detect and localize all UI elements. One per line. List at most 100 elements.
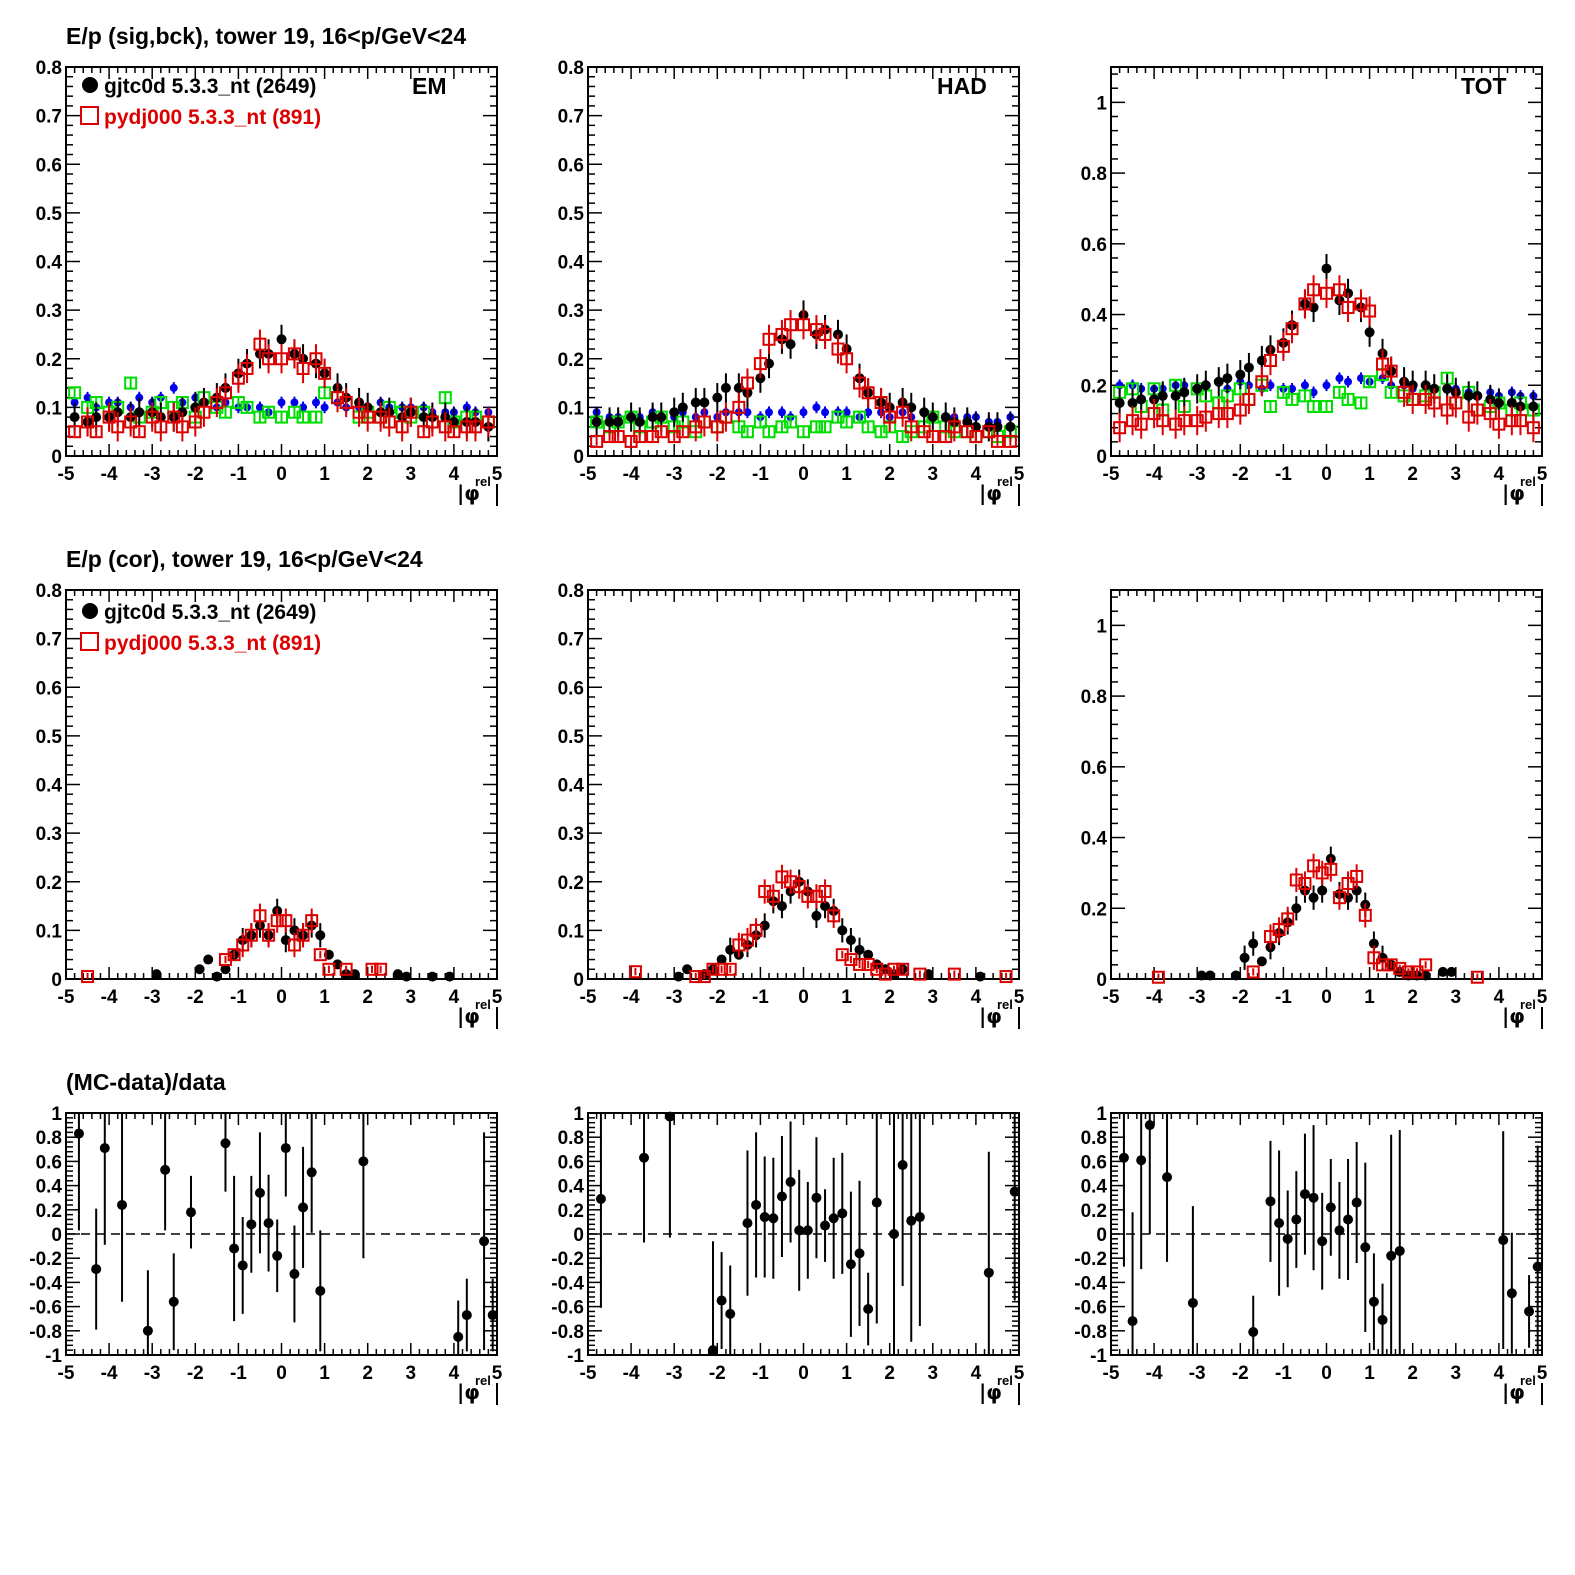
series-ratio (1118, 1113, 1543, 1355)
data-point-square (990, 434, 1004, 448)
data-point-square (210, 396, 224, 410)
series-mc (590, 310, 1017, 448)
data-point-square (253, 337, 267, 351)
data-point-square (1320, 286, 1333, 300)
x-axis-label: |φ (979, 481, 1002, 505)
data-point-square (784, 318, 798, 332)
data-point-square (1289, 873, 1303, 887)
legend-marker-mc (80, 632, 99, 651)
panel-row2-EM: -5 -4 -3 -2 -1 0 1 2 3 4 5 0 0.1 0.2 0.3 0.4 0.5 0.6 0.7 0.… (36, 581, 503, 1029)
data-point-square (887, 962, 901, 976)
plot-frame (587, 589, 1020, 980)
y-tick-label: 1 (1096, 93, 1107, 114)
x-tick-label: 1 (1364, 1363, 1375, 1384)
data-point-square (1169, 417, 1183, 431)
y-tick-label: 0.6 (36, 1152, 62, 1173)
data-point-square (603, 430, 617, 444)
y-tick-label: 0.4 (36, 776, 63, 797)
data-point (677, 402, 688, 413)
data-point-square (425, 415, 439, 429)
data-point (160, 1164, 171, 1175)
data-point-square (218, 386, 232, 400)
data-point (91, 1264, 102, 1275)
y-tick-label: 0.4 (558, 1177, 585, 1198)
x-tick-label: -1 (230, 464, 247, 485)
data-point-square (831, 342, 845, 356)
data-point-square (732, 400, 746, 414)
data-point-square (361, 410, 375, 424)
data-point (272, 1250, 283, 1261)
data-point (1213, 376, 1224, 387)
data-point (785, 1176, 796, 1187)
panels: -5 -4 -3 -2 -1 0 1 2 3 4 5 0 0.1 0.2 0.3 0.4 0.5 0.6 0.7 0.… (29, 58, 1548, 1405)
data-point-square (1199, 410, 1213, 424)
data-point-square (1126, 414, 1140, 428)
data-point (669, 407, 680, 418)
x-tick-label: 0 (798, 1363, 809, 1384)
data-point-square (102, 410, 116, 424)
data-point-square (797, 425, 810, 439)
data-point (427, 971, 438, 982)
y-tick-label: 0.4 (558, 253, 585, 274)
data-point (83, 393, 92, 402)
data-point-square (689, 970, 703, 984)
x-tick-label: 2 (1407, 1363, 1418, 1384)
data-point-square (740, 376, 754, 390)
data-point-square (874, 396, 888, 410)
x-tick-label: -4 (623, 1363, 640, 1384)
y-tick-label: 0.2 (36, 350, 62, 371)
x-tick-label: -3 (1189, 987, 1206, 1008)
data-point (794, 1225, 805, 1236)
data-point (315, 1285, 326, 1296)
data-point-square (1376, 958, 1390, 972)
data-point (1498, 1235, 1509, 1246)
data-point-square (1384, 364, 1398, 378)
x-tick-label: 5 (1537, 464, 1548, 485)
panel-tag-em: EM (412, 73, 447, 99)
y-tick-label: 1 (573, 1104, 584, 1125)
y-tick-label: 0.8 (36, 58, 62, 79)
data-point-square (1483, 407, 1497, 421)
data-point (613, 416, 624, 427)
x-tick-label: 3 (1451, 987, 1462, 1008)
x-tick-label: -2 (1232, 1363, 1249, 1384)
y-tick-label: 0.1 (558, 398, 585, 419)
x-tick-label: 3 (928, 464, 939, 485)
data-point-square (287, 938, 301, 952)
data-point (716, 954, 727, 965)
panel-row1-EM: -5 -4 -3 -2 -1 0 1 2 3 4 5 0 0.1 0.2 0.3 0.4 0.5 0.6 0.7 0.… (36, 58, 503, 506)
data-point-square (460, 420, 474, 434)
data-point (392, 969, 403, 980)
y-tick-label: 0.2 (36, 873, 62, 894)
data-point (1235, 369, 1246, 380)
data-point (845, 935, 856, 946)
data-point (1343, 1214, 1354, 1225)
x-tick-label: -2 (709, 1363, 726, 1384)
x-tick-label: -3 (144, 987, 161, 1008)
data-point (1288, 384, 1297, 393)
series-ratio (73, 1113, 498, 1355)
x-tick-label: 2 (1407, 987, 1418, 1008)
data-point-square (1281, 912, 1295, 926)
data-point-square (279, 914, 293, 928)
y-tick-label: 0.3 (558, 301, 584, 322)
y-tick-label: 0.5 (36, 204, 63, 225)
x-tick-label: 1 (1364, 987, 1375, 1008)
data-point (1222, 373, 1233, 384)
data-point-square (762, 425, 776, 439)
x-tick-label: -5 (580, 464, 597, 485)
data-point (276, 334, 287, 345)
y-tick-label: 0 (573, 447, 584, 468)
y-tick-label: 0.6 (558, 155, 584, 176)
data-point-square (309, 352, 323, 366)
data-point (962, 416, 973, 427)
data-point (117, 1199, 128, 1210)
data-point-square (262, 928, 276, 942)
data-point-square (244, 928, 258, 942)
data-point-square (1526, 421, 1540, 435)
data-point (320, 403, 329, 412)
data-point-square (1276, 385, 1290, 399)
data-point-square (926, 430, 940, 444)
y-tick-label: 0 (51, 1225, 62, 1246)
data-point (134, 407, 145, 418)
